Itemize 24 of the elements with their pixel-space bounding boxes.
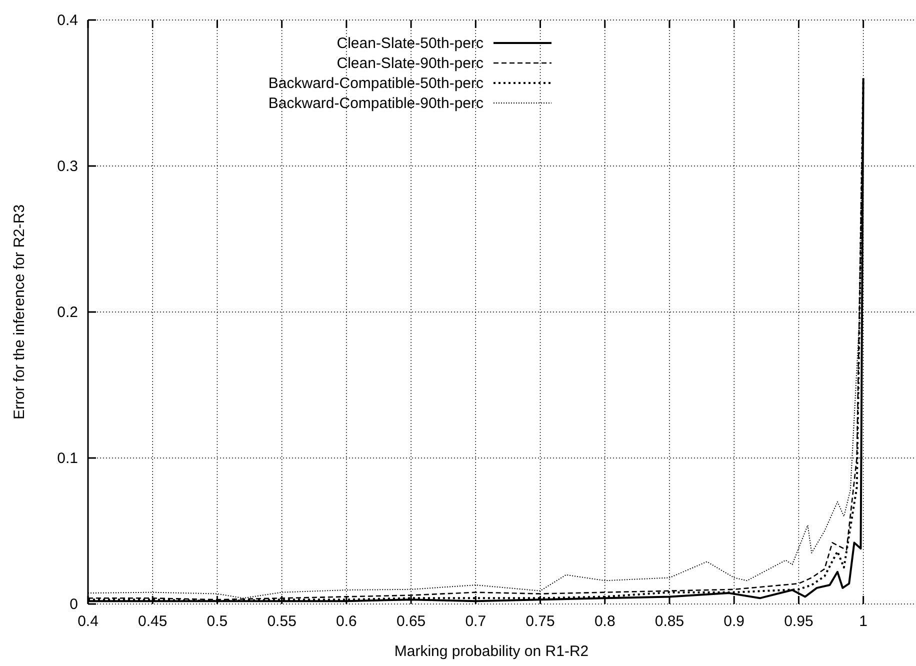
y-axis-title: Error for the inference for R2-R3 [11,204,28,420]
y-tick-label: 0.2 [57,304,78,321]
x-tick-label: 0.85 [654,613,684,630]
x-tick-label: 0.5 [206,613,228,630]
x-tick-label: 0.4 [78,613,98,630]
x-tick-label: 0.6 [336,613,357,630]
x-tick-label: 0.65 [396,613,426,630]
legend-label: Backward-Compatible-50th-perc [268,75,484,92]
legend-label: Clean-Slate-90th-perc [336,55,484,72]
x-tick-label: 0.9 [724,613,745,630]
y-tick-label: 0.3 [57,158,78,175]
x-tick-label: 0.7 [465,613,486,630]
x-tick-label: 0.75 [526,613,555,630]
legend-label: Clean-Slate-50th-perc [336,35,484,52]
x-tick-label: 0.8 [594,613,616,630]
x-tick-label: 0.45 [138,613,168,630]
legend-label: Backward-Compatible-90th-perc [268,95,484,112]
y-tick-label: 0.1 [57,450,78,467]
y-tick-label: 0 [70,596,78,613]
x-tick-label: 1 [859,613,868,630]
x-tick-label: 0.95 [784,613,814,630]
x-axis-title: Marking probability on R1-R2 [394,643,589,660]
y-tick-label: 0.4 [57,12,78,29]
x-tick-label: 0.55 [267,613,296,630]
